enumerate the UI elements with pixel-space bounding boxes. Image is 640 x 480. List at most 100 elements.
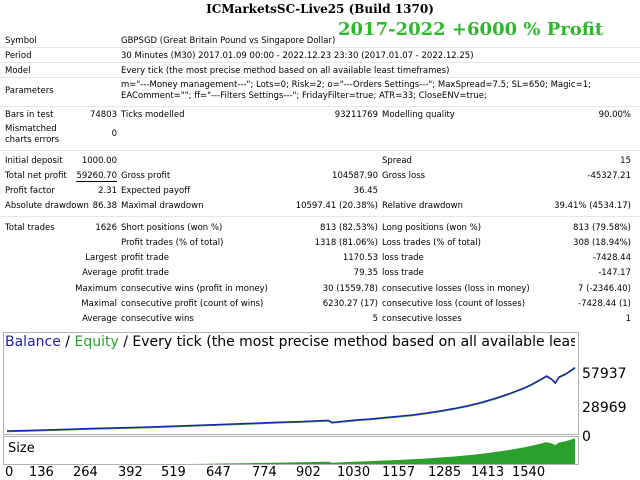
largest-profit-label: profit trade bbox=[121, 253, 169, 263]
chart-legend: Balance / Equity / Every tick (the most … bbox=[5, 334, 575, 350]
period-value: 30 Minutes (M30) 2017.01.09 00:00 - 2022… bbox=[121, 51, 474, 61]
average-loss-value: -147.17 bbox=[598, 268, 631, 278]
avg-consecutive-losses-label: consecutive losses bbox=[382, 314, 462, 324]
x-tick-label: 519 bbox=[161, 465, 186, 480]
x-tick-label: 136 bbox=[29, 465, 54, 480]
largest-label: Largest bbox=[85, 253, 117, 263]
y-tick-zero: 0 bbox=[582, 429, 591, 445]
expected-payoff-value: 36.45 bbox=[353, 186, 378, 196]
gross-profit-value: 104587.90 bbox=[332, 171, 378, 181]
symbol-value: GBPSGD (Great Britain Pound vs Singapore… bbox=[121, 36, 336, 46]
average-loss-label: loss trade bbox=[382, 268, 424, 278]
model-value: Every tick (the most precise method base… bbox=[121, 66, 450, 76]
period-label: Period bbox=[5, 51, 32, 61]
size-label: Size bbox=[8, 441, 35, 456]
parameters-label: Parameters bbox=[5, 86, 54, 96]
loss-trades-value: 308 (18.94%) bbox=[573, 238, 631, 248]
absolute-drawdown-label: Absolute drawdown bbox=[5, 201, 89, 211]
max-consecutive-losses-value: 7 (-2346.40) bbox=[578, 284, 631, 294]
x-tick-label: 1540 bbox=[512, 465, 546, 480]
absolute-drawdown-value: 86.38 bbox=[92, 201, 117, 211]
balance-chart-svg bbox=[6, 367, 576, 433]
y-tick-max: 57937 bbox=[582, 366, 627, 382]
symbol-label: Symbol bbox=[5, 36, 37, 46]
average-label: Average bbox=[82, 268, 117, 278]
short-positions-label: Short positions (won %) bbox=[121, 223, 223, 233]
largest-loss-value: -7428.44 bbox=[592, 253, 631, 263]
average-profit-value: 79.35 bbox=[353, 268, 378, 278]
x-tick-label: 1285 bbox=[428, 465, 462, 480]
max-consecutive-wins-label: consecutive wins (profit in money) bbox=[121, 284, 268, 294]
initial-deposit-label: Initial deposit bbox=[5, 156, 63, 166]
balance-chart bbox=[3, 332, 579, 435]
x-tick-label: 392 bbox=[118, 465, 143, 480]
largest-loss-label: loss trade bbox=[382, 253, 424, 263]
legend-equity: Equity bbox=[74, 334, 119, 350]
size-chart bbox=[3, 436, 579, 465]
initial-deposit-value: 1000.00 bbox=[81, 156, 117, 166]
long-positions-value: 813 (79.58%) bbox=[573, 223, 631, 233]
gross-profit-label: Gross profit bbox=[121, 171, 171, 181]
maximal-drawdown-label: Maximal drawdown bbox=[121, 201, 204, 211]
largest-profit-value: 1170.53 bbox=[342, 253, 378, 263]
maximal-consecutive-loss-label: consecutive loss (count of losses) bbox=[382, 299, 526, 309]
bars-in-test-label: Bars in test bbox=[5, 110, 54, 120]
equity-line bbox=[6, 367, 576, 433]
modelling-quality-label: Modelling quality bbox=[382, 110, 455, 120]
y-tick-mid: 28969 bbox=[582, 400, 627, 416]
loss-trades-label: Loss trades (% of total) bbox=[382, 238, 481, 248]
max-consecutive-wins-value: 30 (1559.78) bbox=[322, 284, 378, 294]
average-profit-label: profit trade bbox=[121, 268, 169, 278]
x-tick-label: 0 bbox=[5, 465, 14, 480]
total-trades-value: 1626 bbox=[95, 223, 117, 233]
ticks-modelled-value: 93211769 bbox=[334, 110, 378, 120]
gross-loss-label: Gross loss bbox=[382, 171, 426, 181]
spread-value: 15 bbox=[620, 156, 631, 166]
size-chart-svg bbox=[7, 438, 575, 464]
expected-payoff-label: Expected payoff bbox=[121, 186, 191, 196]
profit-factor-value: 2.31 bbox=[98, 186, 117, 196]
model-label: Model bbox=[5, 66, 31, 76]
legend-balance: Balance bbox=[5, 334, 61, 350]
short-positions-value: 813 (82.53%) bbox=[320, 223, 378, 233]
profit-factor-label: Profit factor bbox=[5, 186, 55, 196]
maximal-consecutive-loss-value: -7428.44 (1) bbox=[578, 299, 631, 309]
mismatched-label: Mismatched charts errors bbox=[5, 124, 60, 145]
report-table: Symbol GBPSGD (Great Britain Pound vs Si… bbox=[0, 36, 640, 324]
x-tick-label: 1030 bbox=[337, 465, 371, 480]
ticks-modelled-label: Ticks modelled bbox=[121, 110, 185, 120]
avg-consecutive-wins-label: consecutive wins bbox=[121, 314, 194, 324]
relative-drawdown-value: 39.41% (4534.17) bbox=[554, 201, 631, 211]
long-positions-label: Long positions (won %) bbox=[382, 223, 482, 233]
window-title: ICMarketsSC-Live25 (Build 1370) bbox=[206, 2, 434, 16]
average-consecutive-label: Average bbox=[82, 314, 117, 324]
modelling-quality-value: 90.00% bbox=[598, 110, 631, 120]
maximal-consecutive-profit-label: consecutive profit (count of wins) bbox=[121, 299, 264, 309]
maximum-label: Maximum bbox=[75, 284, 117, 294]
balance-line bbox=[6, 367, 576, 432]
parameters-value: m="---Money management---"; Lots=0; Risk… bbox=[121, 80, 591, 101]
mismatched-value: 0 bbox=[111, 129, 117, 139]
max-consecutive-losses-label: consecutive losses (loss in money) bbox=[382, 284, 530, 294]
total-net-profit-label: Total net profit bbox=[5, 171, 67, 181]
row-mismatched: Mismatched charts errors 0 bbox=[0, 124, 640, 146]
x-tick-label: 1413 bbox=[471, 465, 505, 480]
maximal-consecutive-profit-value: 6230.27 (17) bbox=[322, 299, 378, 309]
profit-overlay-text: 2017-2022 +6000 % Profit bbox=[338, 19, 604, 40]
size-area bbox=[7, 438, 575, 464]
legend-separator: / bbox=[65, 334, 71, 350]
profit-trades-value: 1318 (81.06%) bbox=[314, 238, 378, 248]
x-tick-label: 1157 bbox=[382, 465, 416, 480]
row-parameters: Parameters m="---Money management---"; L… bbox=[0, 80, 640, 110]
profit-trades-label: Profit trades (% of total) bbox=[121, 238, 224, 248]
maximal-label: Maximal bbox=[81, 299, 117, 309]
relative-drawdown-label: Relative drawdown bbox=[382, 201, 463, 211]
legend-model-text: / Every tick (the most precise method ba… bbox=[123, 334, 575, 350]
x-tick-label: 902 bbox=[296, 465, 321, 480]
total-trades-label: Total trades bbox=[5, 223, 55, 233]
bars-in-test-value: 74803 bbox=[89, 110, 117, 120]
maximal-drawdown-value: 10597.41 (20.38%) bbox=[295, 201, 378, 211]
total-net-profit-value: 59260.70 bbox=[76, 171, 117, 182]
gross-loss-value: -45327.21 bbox=[587, 171, 631, 181]
x-tick-label: 647 bbox=[206, 465, 231, 480]
